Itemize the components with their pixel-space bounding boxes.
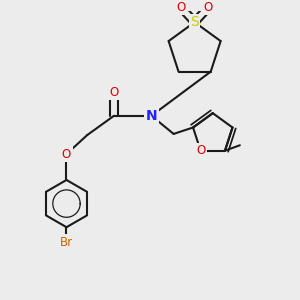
- Text: O: O: [62, 148, 71, 160]
- Text: O: O: [196, 144, 205, 157]
- Text: O: O: [176, 1, 185, 14]
- Text: Br: Br: [60, 236, 73, 249]
- Text: O: O: [204, 1, 213, 14]
- Text: O: O: [110, 86, 118, 99]
- Text: S: S: [190, 15, 199, 29]
- Text: N: N: [146, 109, 157, 123]
